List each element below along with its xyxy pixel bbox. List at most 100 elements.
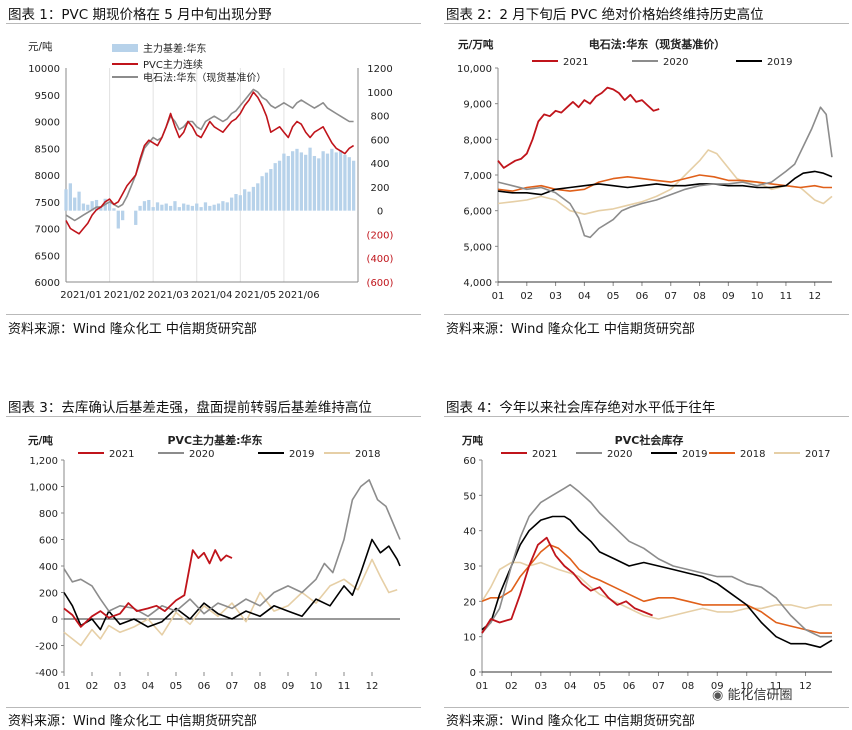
y-tick-label: 0: [52, 615, 58, 626]
basis-bar: [199, 207, 203, 211]
basis-bar: [216, 203, 221, 211]
basis-bar: [251, 186, 256, 211]
basis-bar: [338, 150, 343, 211]
figure-2-bottom-rule: [444, 314, 849, 315]
y-tick-label: 1,200: [29, 456, 58, 467]
y-tick-label: -200: [35, 642, 58, 653]
y-tick-label: 0: [470, 668, 476, 679]
y-right-tick-label: 400: [370, 159, 389, 170]
x-tick-label: 05: [170, 681, 183, 692]
basis-bar: [164, 203, 168, 211]
basis-bar: [182, 203, 186, 211]
figure-1-top-rule: [6, 23, 421, 24]
basis-bar: [107, 202, 112, 211]
chart-3: 元/吨 PVC主力基差:华东 01 02 03 04 05 06 07 08 09 10 11 12 1,2…: [8, 424, 423, 704]
basis-bar: [352, 160, 356, 211]
basis-bar: [304, 154, 308, 211]
series-line-2019: [63, 538, 401, 631]
basis-bar: [94, 199, 99, 211]
y-tick-label: 1,000: [29, 483, 58, 494]
basis-bar: [90, 201, 94, 211]
x-tick-label: 11: [338, 681, 351, 692]
y-unit-label: 元/万吨: [458, 38, 494, 51]
x-tick-label: 10: [310, 681, 323, 692]
x-tick-label: 04: [564, 681, 577, 692]
series-line-2018: [481, 544, 832, 634]
figure-2-top-rule: [444, 23, 849, 24]
y-unit-left: 元/吨: [28, 40, 53, 53]
y-tick-label: 10: [463, 633, 476, 644]
basis-bar: [64, 189, 68, 211]
basis-bar: [295, 148, 299, 211]
basis-bar: [134, 210, 138, 225]
x-tick-label: 02: [505, 681, 518, 692]
y-tick-label: 600: [39, 536, 58, 547]
basis-bar: [290, 151, 295, 211]
x-tick-label: 09: [711, 681, 724, 692]
x-tick-label: 2021/02: [104, 290, 146, 301]
y-left-tick-label: 9500: [35, 91, 60, 102]
basis-bar: [138, 205, 142, 211]
y-right-tick-label: 1000: [367, 88, 392, 99]
legend-2018-label: 2018: [355, 449, 380, 460]
basis-bar: [81, 203, 86, 211]
x-tick-label: 09: [282, 681, 295, 692]
x-tick-label: 08: [693, 291, 706, 302]
basis-bar: [247, 191, 251, 211]
figure-1-bottom-rule: [6, 314, 421, 315]
basis-bar: [212, 204, 216, 211]
y-left-tick-label: 8000: [35, 171, 60, 182]
legend-2019-label: 2019: [767, 57, 792, 68]
x-tick-label: 03: [114, 681, 127, 692]
legend-2021-label: 2021: [109, 449, 134, 460]
y-right-tick-label: (400): [367, 254, 394, 265]
x-tick-label: 07: [226, 681, 239, 692]
chart-title: 电石法:华东（现货基准价）: [589, 37, 725, 51]
x-tick-label: 02: [520, 291, 533, 302]
y-tick-label: 6,000: [463, 207, 492, 218]
legend-2020-label: 2020: [189, 449, 214, 460]
legend-2021-label: 2021: [532, 449, 557, 460]
x-tick-label: 03: [549, 291, 562, 302]
y-tick-label: 50: [463, 491, 476, 502]
x-tick-label: 08: [682, 681, 695, 692]
y-right-tick-label: 1200: [367, 64, 392, 75]
basis-bar: [116, 210, 120, 229]
y-tick-label: 10,000: [457, 64, 492, 75]
chart-title: PVC主力基差:华东: [167, 433, 262, 447]
y-left-tick-label: 6000: [35, 278, 60, 289]
basis-bar: [260, 176, 264, 211]
y-tick-label: 20: [463, 597, 476, 608]
basis-bar: [221, 201, 225, 211]
legend-basis-label: 主力基差:华东: [143, 42, 206, 55]
y-tick-label: 8,000: [463, 135, 492, 146]
y-left-tick-label: 7000: [35, 225, 60, 236]
y-right-tick-label: (200): [367, 230, 394, 241]
y-tick-label: 7,000: [463, 171, 492, 182]
basis-bar: [186, 204, 190, 211]
y-left-tick-label: 10000: [28, 64, 60, 75]
basis-bar: [73, 197, 77, 211]
x-tick-label: 06: [623, 681, 636, 692]
y-tick-label: 40: [463, 527, 476, 538]
y-tick-label: 200: [39, 589, 58, 600]
legend-2020-label: 2020: [663, 57, 688, 68]
x-tick-label: 02: [86, 681, 99, 692]
legend-spot-label: 电石法:华东（现货基准价）: [143, 71, 266, 84]
basis-bar: [99, 205, 103, 211]
chart-4-svg: 万吨 PVC社会库存 01 02 03 04 05 06 07 08 09 10 11 12 60 50 40 3…: [461, 433, 833, 692]
legend-2019-label: 2019: [682, 449, 707, 460]
y-tick-label: 800: [39, 509, 58, 520]
figure-4-title: 图表 4：今年以来社会库存绝对水平低于往年: [446, 400, 716, 416]
x-tick-label: 11: [780, 291, 793, 302]
legend-basis-swatch: [112, 44, 138, 52]
basis-bar: [238, 195, 242, 211]
basis-bar: [321, 151, 325, 211]
y-tick-label: 60: [463, 456, 476, 467]
series-line-2020: [497, 106, 833, 239]
basis-bar: [225, 202, 229, 211]
basis-bar: [325, 153, 330, 211]
series-line-2021: [63, 549, 233, 628]
x-tick-label: 06: [636, 291, 649, 302]
basis-bar: [273, 163, 277, 211]
